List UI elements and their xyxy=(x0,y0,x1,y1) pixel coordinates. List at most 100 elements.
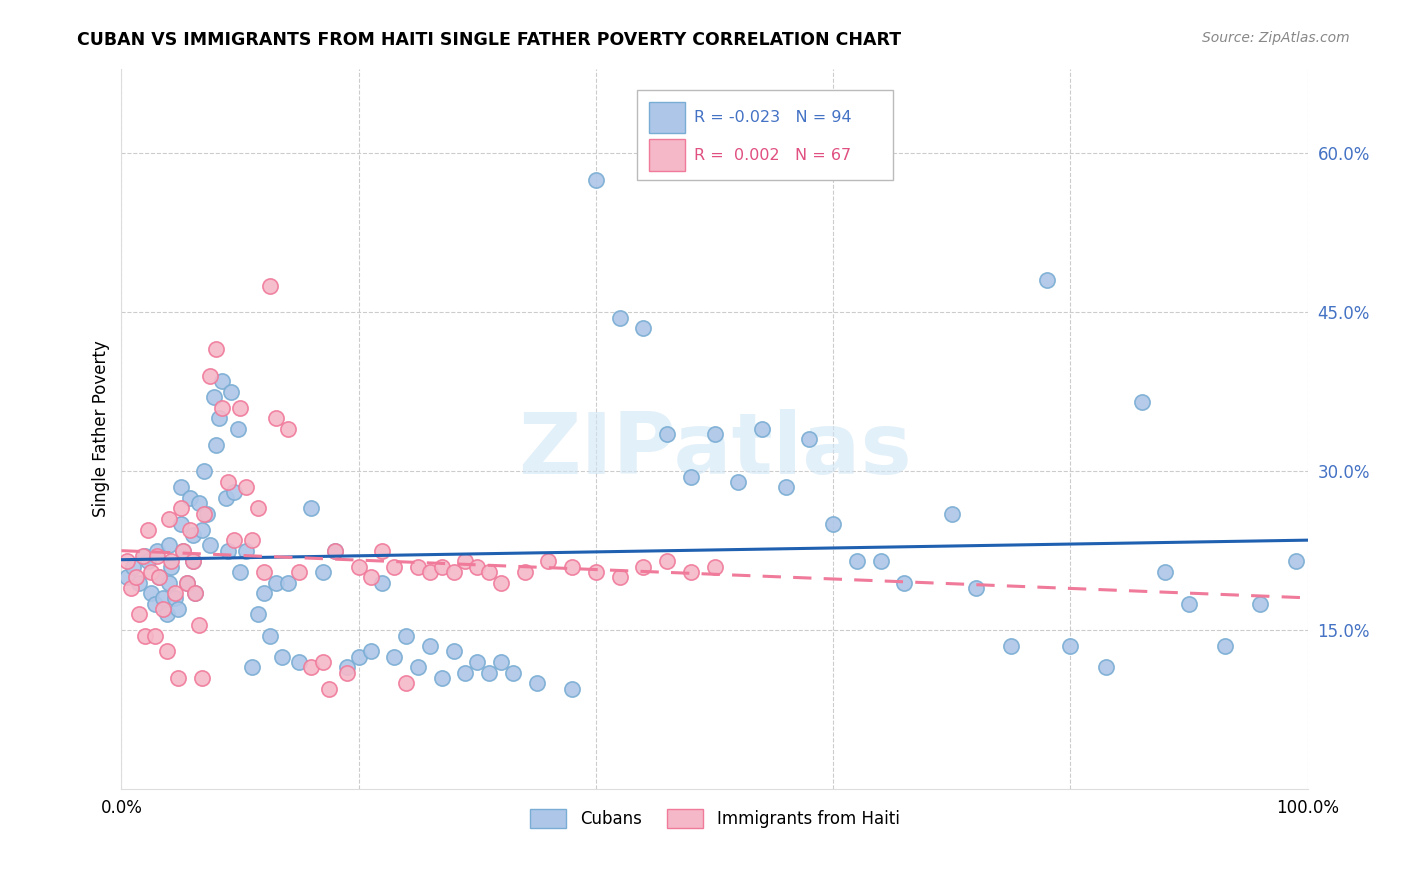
Point xyxy=(176,575,198,590)
Point xyxy=(246,607,269,622)
Point xyxy=(1249,597,1271,611)
Point xyxy=(240,533,263,548)
Point xyxy=(187,496,209,510)
Text: Source: ZipAtlas.com: Source: ZipAtlas.com xyxy=(1202,31,1350,45)
Point xyxy=(1285,554,1308,568)
Point xyxy=(347,649,370,664)
Point xyxy=(170,480,193,494)
Point xyxy=(217,543,239,558)
Point xyxy=(157,575,180,590)
Point xyxy=(965,581,987,595)
Legend: Cubans, Immigrants from Haiti: Cubans, Immigrants from Haiti xyxy=(523,803,905,835)
Point xyxy=(191,523,214,537)
Point xyxy=(1095,660,1118,674)
Point xyxy=(181,528,204,542)
Point xyxy=(202,390,225,404)
Point xyxy=(191,671,214,685)
Point xyxy=(270,649,292,664)
Point xyxy=(406,660,429,674)
Point xyxy=(163,591,186,606)
Point xyxy=(288,565,311,579)
Point xyxy=(382,559,405,574)
Point xyxy=(205,343,228,357)
Point xyxy=(478,665,501,680)
Point xyxy=(823,517,845,532)
Point xyxy=(217,475,239,489)
Point xyxy=(513,565,536,579)
Point xyxy=(336,665,359,680)
Point xyxy=(561,681,583,696)
Point xyxy=(633,559,655,574)
Point xyxy=(845,554,868,568)
Point xyxy=(336,660,359,674)
Point xyxy=(128,575,150,590)
Point xyxy=(443,565,465,579)
FancyBboxPatch shape xyxy=(637,90,893,180)
Point xyxy=(179,491,201,505)
Point xyxy=(299,501,322,516)
Point xyxy=(136,523,159,537)
Point xyxy=(128,607,150,622)
Point xyxy=(537,554,560,568)
Point xyxy=(152,602,174,616)
Point xyxy=(478,565,501,579)
Point xyxy=(211,401,233,415)
Point xyxy=(167,602,190,616)
Point xyxy=(235,480,257,494)
Point xyxy=(1213,639,1236,653)
Point xyxy=(703,427,725,442)
Point xyxy=(360,570,382,584)
Point xyxy=(419,565,441,579)
Point xyxy=(655,427,678,442)
Point xyxy=(941,507,963,521)
Point xyxy=(211,374,233,388)
Point xyxy=(1059,639,1081,653)
Point xyxy=(318,681,340,696)
Point xyxy=(132,549,155,563)
Point xyxy=(502,665,524,680)
Point xyxy=(179,523,201,537)
Point xyxy=(751,422,773,436)
Point xyxy=(134,549,156,563)
Point xyxy=(633,321,655,335)
Point xyxy=(347,559,370,574)
Point xyxy=(160,559,183,574)
Point xyxy=(184,586,207,600)
Text: R = -0.023   N = 94: R = -0.023 N = 94 xyxy=(695,110,852,125)
Point xyxy=(193,507,215,521)
Point xyxy=(155,607,177,622)
Bar xyxy=(650,102,685,134)
Point xyxy=(360,644,382,658)
Point xyxy=(1000,639,1022,653)
Point xyxy=(200,368,222,383)
Point xyxy=(703,559,725,574)
Text: R =  0.002   N = 67: R = 0.002 N = 67 xyxy=(695,147,852,162)
Point xyxy=(148,570,170,584)
Point xyxy=(869,554,891,568)
Point xyxy=(226,422,249,436)
Point xyxy=(395,628,418,642)
Point xyxy=(395,676,418,690)
Point xyxy=(430,559,453,574)
Point xyxy=(193,464,215,478)
Point xyxy=(312,565,335,579)
Point xyxy=(1154,565,1177,579)
Point xyxy=(229,401,252,415)
Point xyxy=(526,676,548,690)
Point xyxy=(323,543,346,558)
Point xyxy=(312,655,335,669)
Point xyxy=(679,469,702,483)
Point xyxy=(122,559,145,574)
Point xyxy=(117,570,139,584)
Point xyxy=(184,586,207,600)
Point xyxy=(167,671,190,685)
Point xyxy=(609,310,631,325)
Point xyxy=(170,517,193,532)
Point xyxy=(371,543,394,558)
Point xyxy=(181,554,204,568)
Point xyxy=(120,581,142,595)
Point xyxy=(229,565,252,579)
Point xyxy=(170,501,193,516)
Point xyxy=(181,554,204,568)
Point xyxy=(288,655,311,669)
